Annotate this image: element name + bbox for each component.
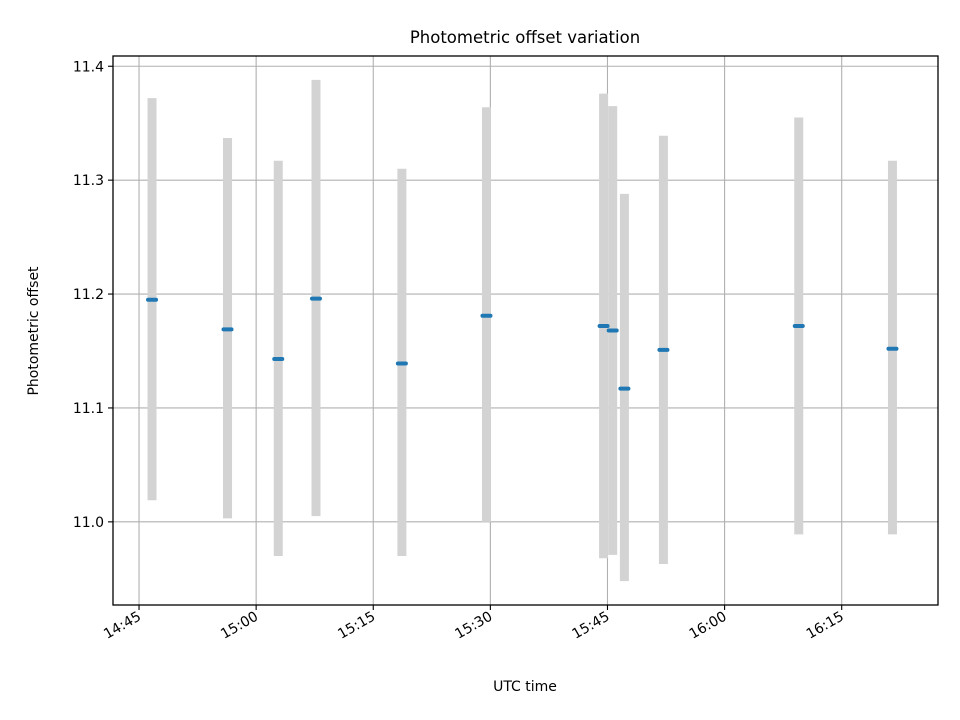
x-axis-ticks: 14:45 15:00 15:15 15:30 15:45 16:00 16:15 (101, 605, 847, 643)
x-axis-label: UTC time (493, 679, 557, 695)
y-tick-label: 11.4 (73, 59, 104, 75)
axes-frame (112, 55, 939, 606)
x-tick-label: 15:00 (218, 609, 261, 643)
marker-layer (146, 296, 899, 391)
x-tick-label: 16:15 (804, 609, 847, 643)
y-tick-label: 11.0 (73, 515, 104, 531)
y-tick-label: 11.2 (73, 287, 104, 303)
x-tick-label: 15:45 (570, 609, 613, 643)
chart-title: Photometric offset variation (410, 28, 640, 47)
y-axis-ticks: 11.0 11.1 11.2 11.3 11.4 (73, 59, 113, 531)
x-tick-label: 14:45 (101, 609, 144, 643)
x-tick-label: 16:00 (687, 609, 730, 643)
grid-lines (113, 56, 938, 605)
x-tick-label: 15:15 (335, 609, 378, 643)
y-tick-label: 11.3 (73, 173, 104, 189)
x-tick-label: 15:30 (452, 609, 495, 643)
y-axis-label: Photometric offset (26, 266, 42, 396)
y-tick-label: 11.1 (73, 401, 104, 417)
errorbar-layer (147, 79, 897, 582)
